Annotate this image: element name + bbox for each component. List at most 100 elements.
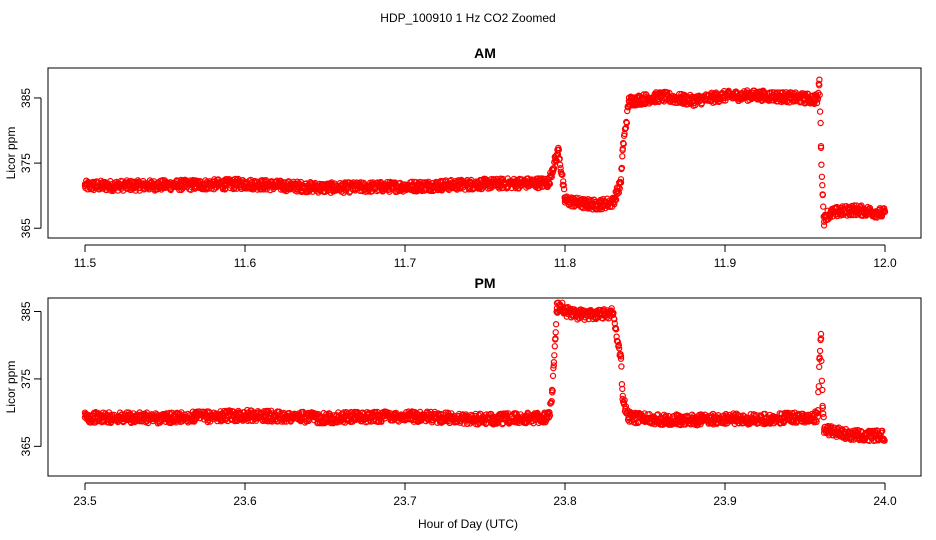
data-point	[818, 173, 826, 180]
data-point	[556, 155, 563, 162]
data-point	[818, 161, 825, 168]
data-point	[617, 353, 625, 360]
data-point	[560, 178, 567, 185]
data-point	[819, 402, 826, 410]
data-point	[560, 181, 567, 189]
data-point	[401, 412, 409, 420]
data-point	[814, 407, 822, 414]
data-point	[560, 185, 568, 193]
data-point	[359, 409, 366, 416]
data-point	[825, 427, 833, 434]
data-point	[482, 420, 490, 427]
data-point	[552, 156, 559, 163]
data-point	[549, 389, 556, 396]
data-point	[817, 330, 825, 338]
panel-pm-title: PM	[475, 275, 496, 291]
panel-pm-x-tick-label: 23.5	[73, 494, 97, 508]
data-point	[625, 97, 633, 105]
panel-am-y-tick-label: 385	[19, 88, 33, 108]
data-point	[657, 93, 665, 100]
panel-am-x-tick-label: 12.0	[873, 256, 897, 270]
data-point	[814, 413, 822, 420]
data-point	[617, 179, 625, 186]
panel-pm-x-tick-label: 23.6	[233, 494, 257, 508]
data-point	[881, 437, 888, 444]
data-point	[817, 119, 824, 127]
data-point	[616, 345, 623, 352]
data-point	[721, 415, 729, 422]
data-point	[657, 416, 665, 423]
data-point	[549, 166, 556, 173]
data-point	[625, 414, 633, 421]
data-point	[551, 343, 559, 350]
data-point	[819, 386, 826, 394]
panel-am-x-tick-label: 11.6	[234, 256, 257, 270]
panel-am-x-tick-label: 11.9	[714, 256, 737, 270]
data-point	[666, 89, 673, 97]
panel-pm-x-tick-label: 24.0	[873, 494, 897, 508]
data-point	[816, 108, 824, 115]
data-point	[815, 383, 823, 390]
data-point	[577, 200, 585, 207]
data-point	[614, 190, 621, 197]
data-point	[556, 161, 564, 168]
data-point	[619, 146, 626, 154]
panel-am-x-tick-label: 11.8	[554, 256, 577, 270]
data-point	[819, 191, 826, 198]
panel-pm-ylabel: Licor ppm	[4, 361, 18, 414]
data-point	[593, 201, 601, 208]
data-point	[555, 146, 562, 154]
data-point	[617, 355, 625, 362]
data-point	[620, 140, 627, 148]
panel-pm-y-tick-label: 385	[19, 301, 33, 321]
data-point	[550, 362, 558, 369]
panel-pm-points	[81, 299, 888, 444]
data-point	[561, 196, 569, 204]
panel-pm: PM 23.5 23.6 23.7 23.8 23.9 24.0 365 375 385 Lic…	[4, 275, 922, 508]
data-point	[878, 209, 886, 217]
data-point	[816, 76, 823, 83]
data-point	[548, 398, 555, 405]
data-point	[549, 372, 557, 380]
data-point	[401, 183, 409, 190]
data-point	[166, 409, 173, 417]
data-point	[811, 100, 818, 108]
data-point	[822, 211, 830, 219]
data-point	[820, 413, 827, 421]
panel-am-title: AM	[474, 45, 496, 61]
data-point	[593, 310, 601, 317]
data-point	[481, 416, 489, 423]
data-point	[241, 412, 249, 419]
data-point	[623, 119, 631, 127]
data-point	[81, 182, 89, 190]
data-point	[816, 363, 823, 371]
data-point	[820, 410, 827, 417]
data-point	[328, 179, 335, 186]
data-point	[545, 179, 553, 186]
data-point	[833, 208, 841, 216]
data-point	[619, 395, 626, 403]
data-point	[609, 198, 617, 206]
data-point	[81, 414, 89, 421]
data-point	[425, 178, 432, 185]
panel-pm-y-tick-label: 375	[19, 369, 33, 389]
data-point	[553, 304, 561, 312]
data-point	[609, 309, 617, 316]
data-point	[550, 164, 558, 172]
data-point	[820, 203, 827, 210]
panel-am-axes: 11.5 11.6 11.7 11.8 11.9 12.0 365 375 385	[19, 88, 897, 270]
panel-am-x-tick-label: 11.5	[74, 256, 97, 270]
data-point	[161, 414, 169, 422]
data-point	[552, 335, 559, 342]
data-point	[881, 208, 889, 216]
data-point	[821, 218, 828, 225]
data-point	[504, 410, 512, 417]
data-point	[474, 421, 482, 428]
data-point	[817, 142, 825, 150]
data-point	[678, 90, 685, 98]
data-point	[550, 364, 557, 372]
data-point	[481, 180, 489, 188]
data-point	[865, 432, 873, 439]
data-point	[753, 416, 761, 423]
panel-pm-x-tick-label: 23.7	[393, 494, 417, 508]
